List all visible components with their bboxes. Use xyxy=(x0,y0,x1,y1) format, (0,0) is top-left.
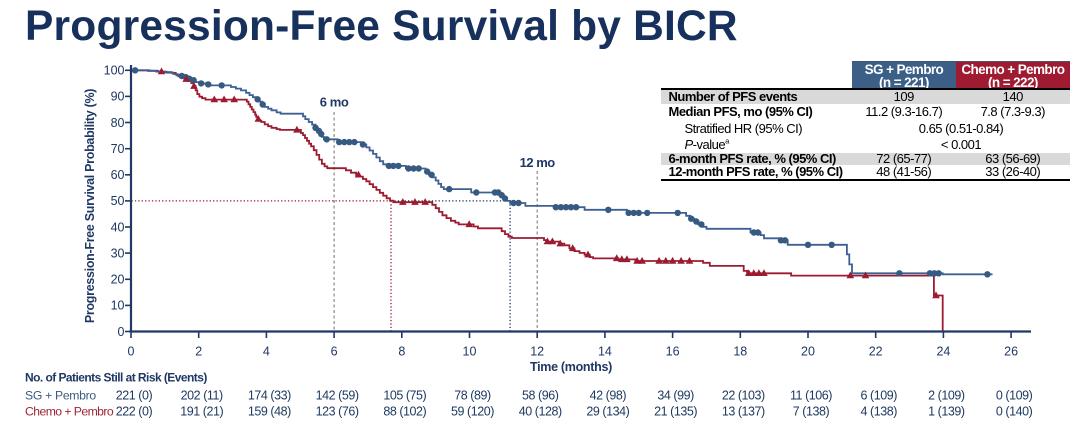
svg-text:42 (98): 42 (98) xyxy=(590,389,627,403)
svg-text:4 (138): 4 (138) xyxy=(860,405,897,419)
svg-text:12: 12 xyxy=(530,345,544,359)
svg-text:10: 10 xyxy=(463,345,477,359)
svg-text:0: 0 xyxy=(128,345,135,359)
svg-text:Progression-Free Survival Prob: Progression-Free Survival Probability (%… xyxy=(83,89,97,323)
svg-text:10: 10 xyxy=(111,299,125,313)
svg-text:40: 40 xyxy=(111,220,125,234)
svg-text:174 (33): 174 (33) xyxy=(248,389,291,403)
svg-text:11 (106): 11 (106) xyxy=(790,389,832,403)
svg-text:159 (48): 159 (48) xyxy=(248,405,291,419)
svg-text:21 (135): 21 (135) xyxy=(654,405,697,419)
svg-text:18: 18 xyxy=(733,345,747,359)
svg-text:20: 20 xyxy=(801,345,815,359)
svg-text:80: 80 xyxy=(111,116,125,130)
svg-text:34 (99): 34 (99) xyxy=(657,389,694,403)
svg-text:58 (96): 58 (96) xyxy=(522,389,559,403)
svg-text:24: 24 xyxy=(936,345,950,359)
svg-text:0 (109): 0 (109) xyxy=(996,389,1033,403)
svg-text:14: 14 xyxy=(598,345,612,359)
svg-text:No. of Patients Still at Risk: No. of Patients Still at Risk (Events) xyxy=(25,371,207,385)
svg-text:202 (11): 202 (11) xyxy=(181,389,223,403)
svg-text:222 (0): 222 (0) xyxy=(116,405,153,419)
svg-text:78 (89): 78 (89) xyxy=(454,389,491,403)
svg-text:221 (0): 221 (0) xyxy=(116,389,153,403)
svg-text:191 (21): 191 (21) xyxy=(180,405,223,419)
svg-text:29 (134): 29 (134) xyxy=(586,405,629,419)
svg-text:16: 16 xyxy=(666,345,680,359)
svg-text:13 (137): 13 (137) xyxy=(722,405,765,419)
svg-text:2 (109): 2 (109) xyxy=(928,389,965,403)
svg-text:142 (59): 142 (59) xyxy=(316,389,359,403)
svg-text:20: 20 xyxy=(111,273,125,287)
svg-text:12 mo: 12 mo xyxy=(520,155,556,170)
svg-text:2: 2 xyxy=(195,345,202,359)
svg-text:6 (109): 6 (109) xyxy=(860,389,897,403)
svg-text:6: 6 xyxy=(331,345,338,359)
svg-text:123 (76): 123 (76) xyxy=(316,405,359,419)
svg-text:30: 30 xyxy=(111,246,125,260)
svg-text:0 (140): 0 (140) xyxy=(996,405,1033,419)
svg-text:70: 70 xyxy=(111,142,125,156)
svg-text:26: 26 xyxy=(1004,345,1018,359)
svg-text:0: 0 xyxy=(118,325,125,339)
svg-text:1 (139): 1 (139) xyxy=(928,405,965,419)
svg-text:59 (120): 59 (120) xyxy=(451,405,494,419)
svg-text:Chemo + Pembro: Chemo + Pembro xyxy=(25,405,114,419)
svg-text:60: 60 xyxy=(111,168,125,182)
svg-text:88 (102): 88 (102) xyxy=(383,405,426,419)
svg-text:40 (128): 40 (128) xyxy=(519,405,562,419)
svg-text:22 (103): 22 (103) xyxy=(722,389,765,403)
svg-text:50: 50 xyxy=(111,194,125,208)
svg-text:4: 4 xyxy=(263,345,270,359)
svg-text:8: 8 xyxy=(398,345,405,359)
svg-text:100: 100 xyxy=(104,64,125,78)
svg-text:7 (138): 7 (138) xyxy=(793,405,830,419)
svg-text:Time (months): Time (months) xyxy=(530,360,612,374)
svg-text:22: 22 xyxy=(869,345,883,359)
svg-text:90: 90 xyxy=(111,90,125,104)
svg-text:6 mo: 6 mo xyxy=(320,95,349,110)
svg-text:SG + Pembro: SG + Pembro xyxy=(25,389,96,403)
svg-text:105 (75): 105 (75) xyxy=(383,389,426,403)
